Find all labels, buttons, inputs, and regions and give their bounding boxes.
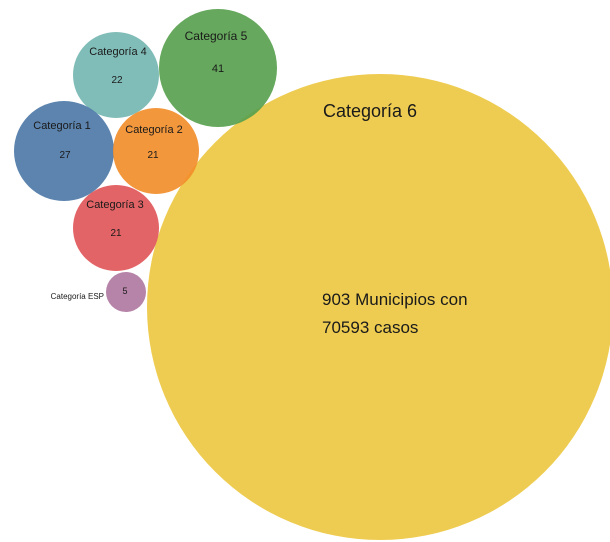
bubble-annotation-line2: 70593 casos (322, 318, 418, 337)
bubble-categoria-6: Categoría 6 903 Municipios con 70593 cas… (147, 74, 610, 540)
bubble-label-categoria-2: Categoría 2 (125, 124, 182, 136)
bubble-categoria-esp: Categoría ESP 5 (51, 272, 146, 312)
bubble-circle-categoria-1 (14, 101, 114, 201)
bubble-categoria-3: Categoría 3 21 (73, 185, 159, 271)
bubble-value-categoria-4: 22 (111, 75, 123, 86)
bubble-categoria-1: Categoría 1 27 (14, 101, 114, 201)
bubble-categoria-4: Categoría 4 22 (73, 32, 159, 118)
bubble-label-categoria-1: Categoría 1 (33, 120, 90, 132)
bubble-circle-categoria-4 (73, 32, 159, 118)
bubble-circle-categoria-esp (106, 272, 146, 312)
bubble-categoria-2: Categoría 2 21 (113, 108, 199, 194)
bubble-label-categoria-3: Categoría 3 (86, 199, 143, 211)
bubble-value-categoria-3: 21 (110, 228, 122, 239)
bubble-circle-categoria-2 (113, 108, 199, 194)
bubble-circle-categoria-5 (159, 9, 277, 127)
bubble-label-categoria-5: Categoría 5 (185, 29, 248, 43)
bubble-circle-categoria-3 (73, 185, 159, 271)
bubble-circle-categoria-6 (147, 74, 610, 540)
bubble-value-categoria-2: 21 (147, 150, 159, 161)
bubble-categoria-5: Categoría 5 41 (159, 9, 277, 127)
bubble-value-categoria-1: 27 (59, 150, 71, 161)
bubble-value-categoria-esp: 5 (122, 286, 127, 296)
bubble-label-categoria-4: Categoría 4 (89, 46, 146, 58)
bubble-annotation-line1: 903 Municipios con (322, 290, 468, 309)
bubble-label-categoria-esp: Categoría ESP (51, 292, 104, 301)
bubble-label-categoria-6: Categoría 6 (323, 101, 417, 121)
bubble-value-categoria-5: 41 (212, 63, 224, 75)
